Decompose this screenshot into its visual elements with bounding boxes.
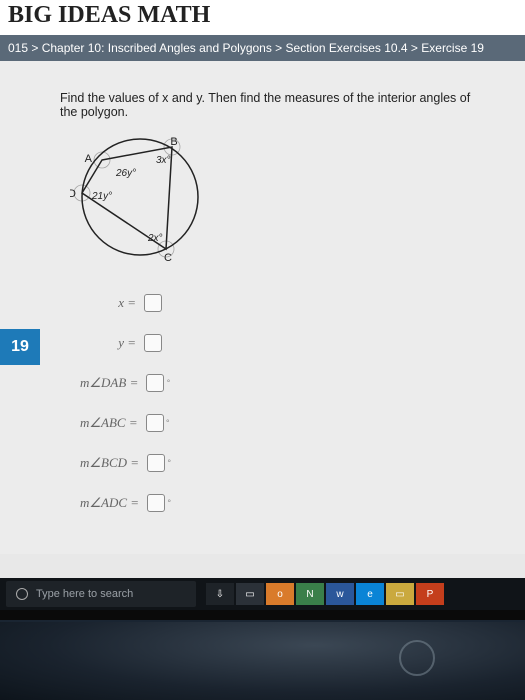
breadcrumb[interactable]: 015 > Chapter 10: Inscribed Angles and P… [0, 35, 525, 61]
search-placeholder: Type here to search [36, 588, 133, 600]
windows-taskbar[interactable]: Type here to search ⇩▭oNwe▭P [0, 578, 525, 610]
taskbar-ppt-icon[interactable]: P [416, 583, 444, 605]
answer-label: x = [80, 295, 140, 311]
taskbar-search[interactable]: Type here to search [6, 581, 196, 607]
laptop-logo [399, 640, 435, 676]
degree-symbol: ° [166, 378, 170, 388]
figure-svg: A B C D 26y° 3x° 2x° 21y° [70, 135, 220, 265]
taskbar-task-view-icon[interactable]: ▭ [236, 583, 264, 605]
answer-input[interactable] [144, 294, 162, 312]
exercise-content: Find the values of x and y. Then find th… [0, 61, 525, 554]
answer-row: x = [80, 294, 485, 312]
page-title: BIG IDEAS MATH [0, 0, 525, 35]
laptop-base [0, 622, 525, 700]
answer-input[interactable] [147, 494, 165, 512]
svg-text:21y°: 21y° [91, 191, 112, 202]
svg-text:2x°: 2x° [147, 233, 163, 244]
search-icon [16, 588, 28, 600]
answer-fields: x = y = m∠DAB = ° m∠ABC = ° m∠BCD = ° m∠ADC = ° [80, 294, 485, 512]
answer-row: m∠ADC = ° [80, 494, 485, 512]
svg-text:A: A [85, 153, 93, 165]
degree-symbol: ° [167, 498, 171, 508]
answer-row: m∠ABC = ° [80, 414, 485, 432]
svg-text:D: D [70, 188, 76, 200]
svg-text:3x°: 3x° [156, 155, 171, 166]
degree-symbol: ° [166, 418, 170, 428]
taskbar-app2-icon[interactable]: N [296, 583, 324, 605]
degree-symbol: ° [167, 458, 171, 468]
taskbar-edge-icon[interactable]: e [356, 583, 384, 605]
answer-input[interactable] [146, 414, 164, 432]
screen: BIG IDEAS MATH 015 > Chapter 10: Inscrib… [0, 0, 525, 610]
taskbar-word-icon[interactable]: w [326, 583, 354, 605]
svg-text:26y°: 26y° [115, 168, 136, 179]
answer-row: m∠BCD = ° [80, 454, 485, 472]
answer-label: m∠DAB = [80, 375, 142, 391]
svg-text:B: B [170, 136, 177, 148]
taskbar-mic-icon[interactable]: ⇩ [206, 583, 234, 605]
answer-row: y = [80, 334, 485, 352]
taskbar-app1-icon[interactable]: o [266, 583, 294, 605]
answer-label: m∠ABC = [80, 415, 142, 431]
answer-input[interactable] [146, 374, 164, 392]
answer-input[interactable] [147, 454, 165, 472]
taskbar-icons: ⇩▭oNwe▭P [206, 583, 444, 605]
taskbar-explorer-icon[interactable]: ▭ [386, 583, 414, 605]
geometry-figure: A B C D 26y° 3x° 2x° 21y° [70, 135, 485, 270]
answer-label: y = [80, 335, 140, 351]
exercise-number-badge: 19 [0, 329, 40, 365]
answer-row: m∠DAB = ° [80, 374, 485, 392]
svg-text:C: C [164, 252, 172, 264]
answer-label: m∠BCD = [80, 455, 143, 471]
exercise-prompt: Find the values of x and y. Then find th… [60, 91, 485, 119]
answer-label: m∠ADC = [80, 495, 143, 511]
answer-input[interactable] [144, 334, 162, 352]
